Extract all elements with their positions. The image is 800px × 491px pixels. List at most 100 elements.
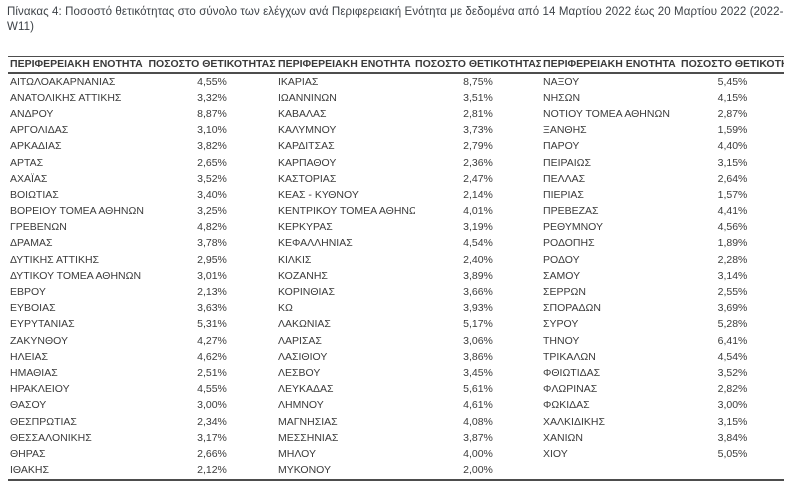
region-cell: ΡΟΔΟΥ xyxy=(543,253,580,266)
region-cell: ΘΗΡΑΣ xyxy=(10,447,46,460)
region-cell: ΠΙΕΡΙΑΣ xyxy=(543,188,584,201)
table-row: ΒΟΙΩΤΙΑΣ 3,40% ΚΕΑΣ - ΚΥΘΝΟΥ 2,14% ΠΙΕΡΙΑΣ 1,… xyxy=(8,187,784,203)
positivity-value-cell: 5,45% xyxy=(717,75,748,88)
region-cell: ΚΑΡΔΙΤΣΑΣ xyxy=(278,140,335,153)
region-cell: ΛΕΣΒΟΥ xyxy=(278,366,321,379)
table-caption: Πίνακας 4: Ποσοστό θετικότητας στο σύνολ… xyxy=(7,6,784,33)
region-cell: ΡΟΔΟΠΗΣ xyxy=(543,237,595,250)
table-row: ΗΜΑΘΙΑΣ 2,51% ΛΕΣΒΟΥ 3,45% ΦΘΙΩΤΙΔΑΣ 3,52% xyxy=(8,365,784,381)
positivity-value-cell: 4,15% xyxy=(717,91,748,104)
region-cell: ΜΕΣΣΗΝΙΑΣ xyxy=(278,431,339,444)
positivity-value-cell: 4,41% xyxy=(717,205,748,218)
positivity-value-cell: 3,14% xyxy=(717,269,748,282)
table-row: ΔΥΤΙΚΗΣ ΑΤΤΙΚΗΣ 2,95% ΚΙΛΚΙΣ 2,40% ΡΟΔΟΥ 2,28… xyxy=(8,252,784,268)
positivity-value-cell: 4,27% xyxy=(197,334,227,347)
table-row: ΑΝΔΡΟΥ 8,87% ΚΑΒΑΛΑΣ 2,81% ΝΟΤΙΟΥ ΤΟΜΕΑ ΑΘΗΝ… xyxy=(8,106,784,122)
table-row: ΕΥΒΟΙΑΣ 3,63% ΚΩ 3,93% ΣΠΟΡΑΔΩΝ 3,69% xyxy=(8,301,784,317)
positivity-value-cell: 2,40% xyxy=(463,253,493,266)
region-cell: ΔΥΤΙΚΟΥ ΤΟΜΕΑ ΑΘΗΝΩΝ xyxy=(10,269,142,282)
region-cell: ΜΥΚΟΝΟΥ xyxy=(278,464,332,477)
positivity-value-cell: 2,28% xyxy=(717,253,748,266)
region-cell: ΣΕΡΡΩΝ xyxy=(543,286,586,299)
table-row: ΔΡΑΜΑΣ 3,78% ΚΕΦΑΛΛΗΝΙΑΣ 4,54% ΡΟΔΟΠΗΣ 1,89% xyxy=(8,236,784,252)
positivity-value-cell: 2,79% xyxy=(463,140,493,153)
positivity-value-cell: 2,55% xyxy=(717,286,748,299)
positivity-value-cell: 3,78% xyxy=(197,237,227,250)
positivity-value-cell: 1,57% xyxy=(717,188,748,201)
region-cell: ΘΕΣΣΑΛΟΝΙΚΗΣ xyxy=(10,431,92,444)
region-cell: ΔΥΤΙΚΗΣ ΑΤΤΙΚΗΣ xyxy=(10,253,100,266)
positivity-value-cell: 3,40% xyxy=(197,188,227,201)
table-row: ΖΑΚΥΝΘΟΥ 4,27% ΛΑΡΙΣΑΣ 3,06% ΤΗΝΟΥ 6,41% xyxy=(8,333,784,349)
region-cell: ΠΕΛΛΑΣ xyxy=(543,172,586,185)
positivity-value-cell: 3,66% xyxy=(463,286,493,299)
table-row: ΗΛΕΙΑΣ 4,62% ΛΑΣΙΘΙΟΥ 3,86% ΤΡΙΚΑΛΩΝ 4,54% xyxy=(8,349,784,365)
region-cell: ΚΟΡΙΝΘΙΑΣ xyxy=(278,286,335,299)
positivity-value-cell: 3,73% xyxy=(463,124,493,137)
region-cell: ΑΝΑΤΟΛΙΚΗΣ ΑΤΤΙΚΗΣ xyxy=(10,91,122,104)
positivity-table: ΠΕΡΙΦΕΡΕΙΑΚΗ ΕΝΟΤΗΤΑ ΠΟΣΟΣΤΟ ΘΕΤΙΚΟΤΗΤΑΣ… xyxy=(8,56,784,481)
positivity-value-cell: 4,55% xyxy=(197,75,227,88)
table-header: ΠΕΡΙΦΕΡΕΙΑΚΗ ΕΝΟΤΗΤΑ ΠΟΣΟΣΤΟ ΘΕΤΙΚΟΤΗΤΑΣ… xyxy=(8,56,784,74)
region-cell: ΕΥΡΥΤΑΝΙΑΣ xyxy=(10,318,75,331)
positivity-value-cell: 3,00% xyxy=(197,399,227,412)
table-row: ΙΘΑΚΗΣ 2,12% ΜΥΚΟΝΟΥ 2,00% xyxy=(8,463,784,480)
region-cell: ΝΟΤΙΟΥ ΤΟΜΕΑ ΑΘΗΝΩΝ xyxy=(543,107,670,120)
positivity-value-cell: 3,10% xyxy=(197,124,227,137)
region-cell: ΑΡΤΑΣ xyxy=(10,156,44,169)
region-cell: ΛΑΚΩΝΙΑΣ xyxy=(278,318,331,331)
table-row: ΕΒΡΟΥ 2,13% ΚΟΡΙΝΘΙΑΣ 3,66% ΣΕΡΡΩΝ 2,55% xyxy=(8,284,784,300)
positivity-value-cell: 3,25% xyxy=(197,205,227,218)
region-cell: ΖΑΚΥΝΘΟΥ xyxy=(10,334,69,347)
region-cell: ΝΗΣΩΝ xyxy=(543,91,581,104)
positivity-value-cell: 3,01% xyxy=(197,269,227,282)
table-row: ΑΧΑΪΑΣ 3,52% ΚΑΣΤΟΡΙΑΣ 2,47% ΠΕΛΛΑΣ 2,64% xyxy=(8,171,784,187)
region-cell: ΛΑΡΙΣΑΣ xyxy=(278,334,322,347)
header-row: ΠΕΡΙΦΕΡΕΙΑΚΗ ΕΝΟΤΗΤΑ ΠΟΣΟΣΤΟ ΘΕΤΙΚΟΤΗΤΑΣ… xyxy=(8,56,784,74)
region-cell xyxy=(541,463,681,480)
region-cell: ΜΗΛΟΥ xyxy=(278,447,316,460)
region-cell: ΑΧΑΪΑΣ xyxy=(10,172,48,185)
region-cell: ΣΑΜΟΥ xyxy=(543,269,581,282)
positivity-value-cell: 3,84% xyxy=(717,431,748,444)
region-cell: ΗΜΑΘΙΑΣ xyxy=(10,366,58,379)
region-cell: ΛΑΣΙΘΙΟΥ xyxy=(278,350,328,363)
table-row: ΑΙΤΩΛΟΑΚΑΡΝΑΝΙΑΣ 4,55% ΙΚΑΡΙΑΣ 8,75% ΝΑΞΟΥ 5,… xyxy=(8,73,784,90)
table-body: ΑΙΤΩΛΟΑΚΑΡΝΑΝΙΑΣ 4,55% ΙΚΑΡΙΑΣ 8,75% ΝΑΞΟΥ 5,… xyxy=(8,73,784,480)
region-cell: ΑΡΓΟΛΙΔΑΣ xyxy=(10,124,69,137)
positivity-value-cell: 2,65% xyxy=(197,156,227,169)
region-cell: ΛΗΜΝΟΥ xyxy=(278,399,324,412)
region-cell: ΕΥΒΟΙΑΣ xyxy=(10,302,56,315)
region-cell: ΚΕΑΣ - ΚΥΘΝΟΥ xyxy=(278,188,359,201)
positivity-value-cell: 2,47% xyxy=(463,172,493,185)
positivity-value-cell: 3,19% xyxy=(463,221,493,234)
table-row: ΑΡΚΑΔΙΑΣ 3,82% ΚΑΡΔΙΤΣΑΣ 2,79% ΠΑΡΟΥ 4,40% xyxy=(8,139,784,155)
positivity-value-cell: 3,52% xyxy=(197,172,227,185)
region-cell: ΘΕΣΠΡΩΤΙΑΣ xyxy=(10,415,77,428)
region-cell: ΑΝΔΡΟΥ xyxy=(10,107,54,120)
region-cell: ΧΑΝΙΩΝ xyxy=(543,431,583,444)
region-cell: ΙΘΑΚΗΣ xyxy=(10,464,49,477)
region-cell: ΞΑΝΘΗΣ xyxy=(543,124,587,137)
positivity-value-cell: 3,15% xyxy=(717,415,748,428)
positivity-value-cell: 3,82% xyxy=(197,140,227,153)
positivity-value-cell: 2,82% xyxy=(717,383,748,396)
region-cell: ΘΑΣΟΥ xyxy=(10,399,47,412)
positivity-value-cell: 5,17% xyxy=(463,318,493,331)
region-cell: ΙΩΑΝΝΙΝΩΝ xyxy=(278,91,337,104)
region-cell: ΚΕΡΚΥΡΑΣ xyxy=(278,221,333,234)
region-cell: ΦΛΩΡΙΝΑΣ xyxy=(543,383,598,396)
table-row: ΘΕΣΠΡΩΤΙΑΣ 2,34% ΜΑΓΝΗΣΙΑΣ 4,08% ΧΑΛΚΙΔΙΚΗΣ 3… xyxy=(8,414,784,430)
positivity-value-cell: 3,86% xyxy=(463,350,493,363)
positivity-value-cell: 2,14% xyxy=(463,188,493,201)
header-region-1: ΠΕΡΙΦΕΡΕΙΑΚΗ ΕΝΟΤΗΤΑ xyxy=(8,56,148,74)
region-cell: ΦΩΚΙΔΑΣ xyxy=(543,399,590,412)
region-cell: ΚΑΛΥΜΝΟΥ xyxy=(278,124,337,137)
positivity-value-cell: 1,89% xyxy=(717,237,748,250)
positivity-value-cell: 2,00% xyxy=(463,464,493,477)
table-row: ΗΡΑΚΛΕΙΟΥ 4,55% ΛΕΥΚΑΔΑΣ 5,61% ΦΛΩΡΙΝΑΣ 2,82% xyxy=(8,382,784,398)
region-cell: ΚΑΣΤΟΡΙΑΣ xyxy=(278,172,337,185)
header-region-2: ΠΕΡΙΦΕΡΕΙΑΚΗ ΕΝΟΤΗΤΑ xyxy=(276,56,415,74)
positivity-value-cell: 5,61% xyxy=(463,383,493,396)
